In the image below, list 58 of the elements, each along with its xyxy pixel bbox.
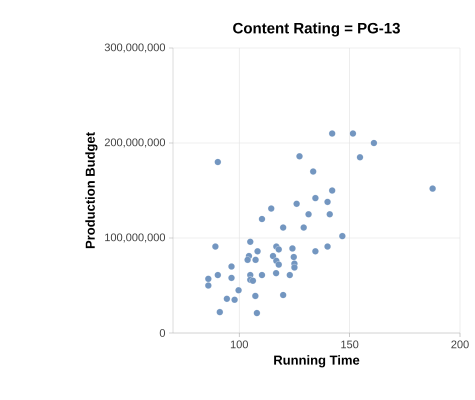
point <box>214 272 222 278</box>
point <box>216 308 224 316</box>
point <box>244 256 252 264</box>
point <box>228 274 235 282</box>
point <box>312 248 319 255</box>
point <box>326 210 334 218</box>
point <box>280 224 287 231</box>
point <box>223 295 230 302</box>
x-tick-label: 150 <box>341 340 358 348</box>
y-tick-label: 200,000,000 <box>104 138 166 148</box>
point <box>288 245 296 252</box>
x-tick-label: 100 <box>230 340 248 348</box>
point <box>429 185 436 192</box>
point <box>300 224 308 231</box>
chart-title: Content Rating = PG-13 <box>233 22 400 36</box>
point <box>254 248 262 255</box>
y-axis-title: Production Budget <box>85 132 98 248</box>
point <box>270 252 276 260</box>
point <box>228 263 235 270</box>
y-tick-label: 100,000,000 <box>105 233 166 243</box>
point <box>268 205 275 212</box>
y-tick-label: 300,000,000 <box>104 43 166 53</box>
point <box>214 158 222 166</box>
point <box>252 256 260 264</box>
point <box>310 168 317 175</box>
point <box>249 277 256 284</box>
point <box>356 154 364 161</box>
point <box>246 238 254 246</box>
point <box>312 194 319 202</box>
point <box>328 187 336 194</box>
point <box>258 216 266 222</box>
point <box>204 275 212 282</box>
point <box>235 286 242 294</box>
point <box>290 264 298 271</box>
point <box>272 270 280 277</box>
point <box>280 292 287 298</box>
point <box>305 210 312 218</box>
point <box>349 130 356 137</box>
point <box>275 261 282 268</box>
point <box>324 198 331 206</box>
point <box>275 246 282 253</box>
point <box>286 272 294 278</box>
x-axis-title: Running Time <box>274 355 360 368</box>
point <box>324 243 331 250</box>
point <box>328 130 336 137</box>
point <box>293 200 300 208</box>
point <box>253 310 260 316</box>
point <box>252 292 259 300</box>
point <box>290 254 298 260</box>
y-tick-label: 0 <box>160 329 166 337</box>
point <box>370 140 378 146</box>
point <box>258 272 266 278</box>
point <box>338 232 346 240</box>
point <box>212 243 219 250</box>
point <box>296 152 303 160</box>
point <box>204 282 212 289</box>
point <box>231 296 238 304</box>
x-tick-label: 200 <box>451 340 469 348</box>
